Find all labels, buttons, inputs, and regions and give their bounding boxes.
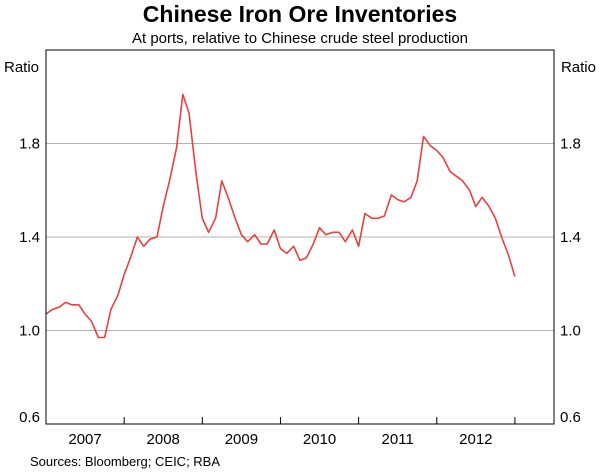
y-tick-label-right: 1.0 [560, 323, 581, 340]
x-tick-labels: 2007 2008 2009 2010 2011 2012 [68, 431, 492, 448]
chart-subtitle: At ports, relative to Chinese crude stee… [132, 30, 468, 47]
y-tick-labels: 0.6 0.6 1.0 1.0 1.4 1.4 1.8 1.8 [19, 136, 581, 427]
y-tick-label-left: 0.6 [19, 409, 40, 426]
chart-title: Chinese Iron Ore Inventories [143, 1, 457, 27]
gridlines [46, 143, 554, 331]
y-tick-label-left: 1.8 [19, 136, 40, 153]
axis-ticks [45, 417, 516, 424]
plot-frame [45, 49, 555, 425]
y-axis-label-right: Ratio [561, 59, 596, 76]
y-tick-label-right: 1.8 [560, 136, 581, 153]
y-axis-label-left: Ratio [4, 59, 39, 76]
source-note: Sources: Bloomberg; CEIC; RBA [30, 454, 220, 469]
series-lines [45, 93, 516, 339]
x-tick-label: 2007 [68, 431, 101, 448]
x-tick-label: 2009 [225, 431, 258, 448]
x-tick-label: 2010 [303, 431, 336, 448]
x-tick-label: 2011 [382, 431, 414, 448]
series-line [45, 93, 516, 339]
x-tick-label: 2008 [147, 431, 180, 448]
y-tick-label-right: 0.6 [560, 409, 581, 426]
y-tick-label-left: 1.0 [19, 323, 40, 340]
y-tick-label-right: 1.4 [560, 229, 581, 246]
x-tick-label: 2012 [459, 431, 492, 448]
y-tick-label-left: 1.4 [19, 229, 40, 246]
